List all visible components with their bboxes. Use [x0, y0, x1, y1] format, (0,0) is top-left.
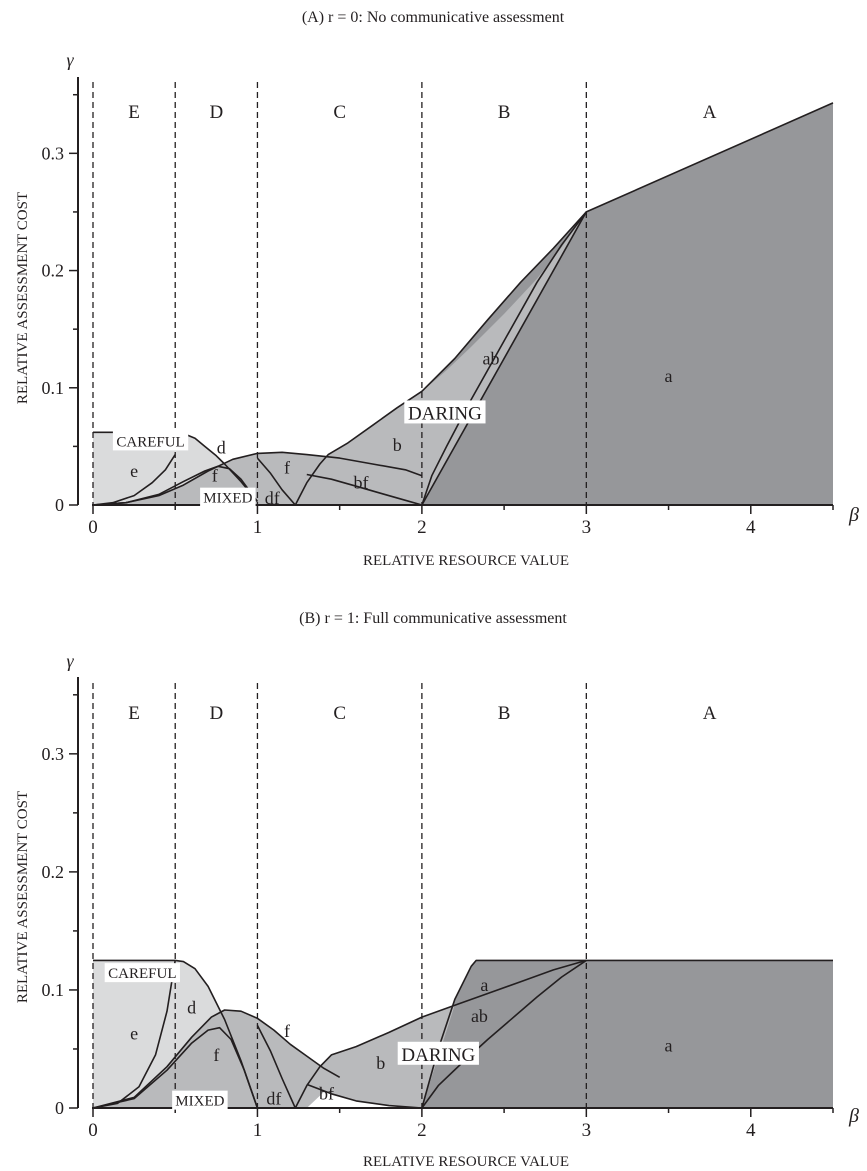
area-label: ab [471, 1006, 488, 1026]
area-label: e [130, 461, 138, 481]
curve-f-inner [92, 1026, 259, 1109]
curve-ab-left [421, 211, 587, 506]
y-tick-label: 0.1 [42, 980, 65, 1000]
area-label: df [265, 488, 280, 508]
x-tick-label: 3 [582, 1120, 592, 1141]
strategy-label: CAREFUL [116, 434, 184, 450]
curve-daring-top [294, 959, 587, 1109]
strategy-label-box [404, 400, 486, 424]
x-tick-label: 0 [88, 517, 98, 538]
y-tick-label: 0.1 [42, 378, 65, 398]
strategy-label-box [200, 487, 256, 507]
region-label: A [703, 102, 717, 123]
area-label: a [665, 1035, 673, 1055]
area-label: b [393, 435, 402, 455]
area-label: d [187, 998, 196, 1018]
x-tick-label: 0 [88, 1120, 98, 1141]
x-tick-label: 1 [253, 517, 263, 538]
curve-ab-lower [421, 959, 587, 1109]
panel-b: (B) r = 1: Full communicative assessment… [15, 610, 859, 1170]
curve-ab-right [421, 211, 587, 506]
panel-a-x-symbol: β [848, 504, 859, 526]
x-tick-label: 4 [746, 517, 756, 538]
curve-df-right [256, 1025, 297, 1109]
region-daring-b [295, 211, 587, 505]
area-label: ab [482, 348, 499, 368]
panel-a-ylabel: RELATIVE ASSESSMENT COST [15, 192, 31, 404]
region-label: C [333, 102, 346, 123]
panel-b-x-symbol: β [848, 1105, 859, 1127]
panel-a-xlabel: RELATIVE RESOURCE VALUE [363, 553, 569, 569]
region-label: E [128, 102, 140, 123]
x-tick-label: 2 [417, 517, 427, 538]
strategy-label: CAREFUL [108, 966, 176, 982]
area-label: a [665, 366, 673, 386]
area-label: d [217, 437, 226, 457]
area-label: f [284, 1021, 290, 1041]
strategy-label: DARING [401, 1045, 475, 1066]
region-ab-wedge [421, 960, 587, 1108]
curve-daring-top [294, 102, 834, 506]
y-tick-label: 0.3 [42, 143, 65, 163]
region-daring-b [295, 960, 587, 1108]
area-label: bf [319, 1084, 334, 1104]
area-label: f [212, 466, 218, 486]
area-label: e [130, 1024, 138, 1044]
area-label: a [480, 975, 488, 995]
y-tick-label: 0.2 [42, 261, 65, 281]
curve-df-right [256, 457, 296, 506]
y-tick-label: 0 [55, 1098, 64, 1118]
area-label: df [266, 1088, 281, 1108]
area-label: b [376, 1053, 385, 1073]
strategy-label-box [172, 1090, 228, 1110]
strategy-label: MIXED [203, 491, 252, 507]
curve-mixed-top [92, 451, 423, 506]
y-tick-label: 0.2 [42, 862, 65, 882]
panel-b-y-symbol: γ [66, 651, 74, 671]
area-label: f [213, 1045, 219, 1065]
region-label: B [498, 703, 511, 724]
region-label: E [128, 703, 140, 724]
area-label: bf [354, 473, 369, 493]
x-tick-label: 3 [582, 517, 592, 538]
region-label: B [498, 102, 511, 123]
area-label: f [284, 457, 290, 477]
y-tick-label: 0.3 [42, 744, 65, 764]
region-label: C [333, 703, 346, 724]
strategy-label: DARING [408, 403, 482, 424]
strategy-label-box [397, 1041, 479, 1065]
strategy-label: MIXED [175, 1094, 224, 1110]
curve-f-inner [92, 465, 259, 506]
panel-a-title: (A) r = 0: No communicative assessment [302, 9, 565, 26]
x-tick-label: 1 [253, 1120, 263, 1141]
curve-mixed-top [92, 1009, 341, 1109]
region-label: D [209, 703, 223, 724]
y-tick-label: 0 [55, 495, 64, 515]
region-careful [93, 960, 176, 1108]
strategy-label-box [104, 963, 180, 983]
x-tick-label: 4 [746, 1120, 756, 1141]
region-label: D [209, 102, 223, 123]
panel-b-xlabel: RELATIVE RESOURCE VALUE [363, 1154, 569, 1170]
curve-bf-lower [306, 473, 423, 506]
x-tick-label: 2 [417, 1120, 427, 1141]
strategy-label-box [112, 431, 189, 451]
panel-a-y-symbol: γ [66, 50, 74, 70]
panel-b-title: (B) r = 1: Full communicative assessment [299, 610, 567, 627]
region-label: A [703, 703, 717, 724]
panel-b-ylabel: RELATIVE ASSESSMENT COST [15, 791, 31, 1003]
panel-a: (A) r = 0: No communicative assessment 0… [15, 9, 859, 569]
region-careful [93, 432, 176, 505]
curve-bf-lower [306, 1083, 422, 1109]
